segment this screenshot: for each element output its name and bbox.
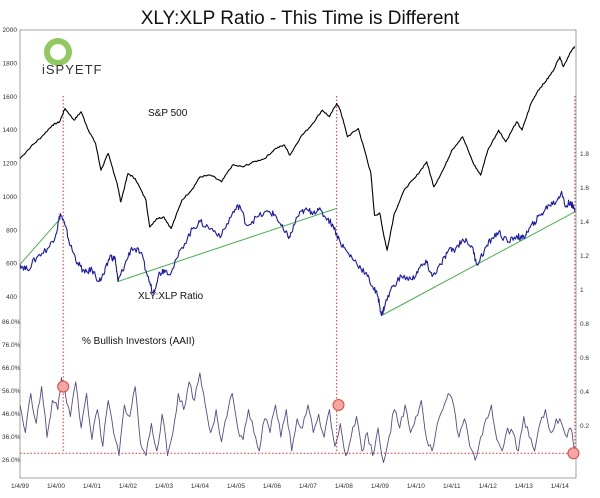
left-upper-tick-label: 800 <box>6 227 17 234</box>
x-tick-label: 1/4/10 <box>407 483 425 490</box>
left-lower-tick-label: 66.0% <box>2 365 21 372</box>
chart-title: XLY:XLP Ratio - This Time is Different <box>141 8 460 29</box>
left-upper-tick-label: 1200 <box>3 161 18 168</box>
x-tick-label: 1/4/01 <box>83 483 101 490</box>
plot-frame <box>19 29 577 479</box>
right-tick-label: 0.6 <box>580 355 589 362</box>
x-tick-label: 1/4/04 <box>191 483 209 490</box>
x-tick-label: 1/4/11 <box>443 483 461 490</box>
left-upper-tick-label: 1000 <box>3 194 18 201</box>
series-line-1 <box>19 190 576 317</box>
highlight-point <box>332 399 345 411</box>
x-tick-label: 1/4/12 <box>479 483 497 490</box>
trendline <box>19 218 61 265</box>
right-tick-label: 1 <box>580 287 584 294</box>
x-tick-label: 1/4/99 <box>11 483 29 490</box>
right-tick-label: 0.4 <box>580 389 589 396</box>
x-tick-label: 1/4/14 <box>551 483 569 490</box>
x-tick-label: 1/4/03 <box>155 483 173 490</box>
left-upper-tick-label: 600 <box>6 261 17 268</box>
left-upper-tick-label: 1400 <box>3 127 18 134</box>
right-tick-label: 1.2 <box>580 253 589 260</box>
left-upper-tick-label: 1600 <box>3 94 18 101</box>
highlight-point <box>567 447 580 460</box>
right-tick-label: 0.8 <box>580 321 589 328</box>
x-tick-label: 1/4/02 <box>119 483 137 490</box>
ratio-label: XLY:XLP Ratio <box>138 291 204 302</box>
left-upper-tick-label: 400 <box>6 294 17 301</box>
series-line-2 <box>19 372 576 463</box>
x-tick-label: 1/4/08 <box>335 483 353 490</box>
left-lower-tick-label: 76.0% <box>2 342 21 349</box>
x-tick-label: 1/4/05 <box>227 483 245 490</box>
highlight-point <box>57 380 70 393</box>
vertical-markers <box>20 96 576 454</box>
x-axis: 1/4/99 1/4/00 1/4/01 1/4/02 1/4/03 1/4/04 1/4/… <box>11 483 569 490</box>
logo-text: iSPYETF <box>42 62 102 77</box>
x-tick-label: 1/4/07 <box>299 483 317 490</box>
left-lower-tick-label: 86.0% <box>2 319 21 326</box>
x-tick-label: 1/4/13 <box>515 483 533 490</box>
right-tick-label: 1.4 <box>580 219 589 226</box>
x-tick-label: 1/4/06 <box>263 483 281 490</box>
x-tick-label: 1/4/00 <box>47 483 65 490</box>
left-lower-tick-label: 26.0% <box>2 457 21 464</box>
logo-mark-inner <box>50 44 66 60</box>
left-upper-axis: 400 600 800 1000 1200 1400 1600 1800 2000 <box>3 27 18 301</box>
left-lower-tick-label: 46.0% <box>2 411 21 418</box>
x-tick-label: 1/4/09 <box>371 483 389 490</box>
highlight-points <box>57 380 580 460</box>
left-upper-tick-label: 2000 <box>3 27 18 34</box>
sp500-label: S&P 500 <box>148 108 188 119</box>
logo: iSPYETF <box>42 38 102 77</box>
left-lower-tick-label: 36.0% <box>2 434 21 441</box>
right-axis: 0.2 0.4 0.6 0.8 1 1.2 1.4 1.6 1.8 <box>580 151 589 430</box>
left-lower-tick-label: 56.0% <box>2 388 21 395</box>
right-tick-label: 1.6 <box>580 185 589 192</box>
left-upper-tick-label: 1800 <box>3 60 18 67</box>
aaii-label: % Bullish Investors (AAII) <box>82 336 195 347</box>
right-tick-label: 1.8 <box>580 151 589 158</box>
series-line-0 <box>19 46 575 251</box>
trendline <box>117 207 337 282</box>
series-lines <box>19 46 576 463</box>
left-lower-axis: 26.0% 36.0% 46.0% 56.0% 66.0% 76.0% 86.0% <box>2 319 21 464</box>
right-tick-label: 0.2 <box>580 423 589 430</box>
